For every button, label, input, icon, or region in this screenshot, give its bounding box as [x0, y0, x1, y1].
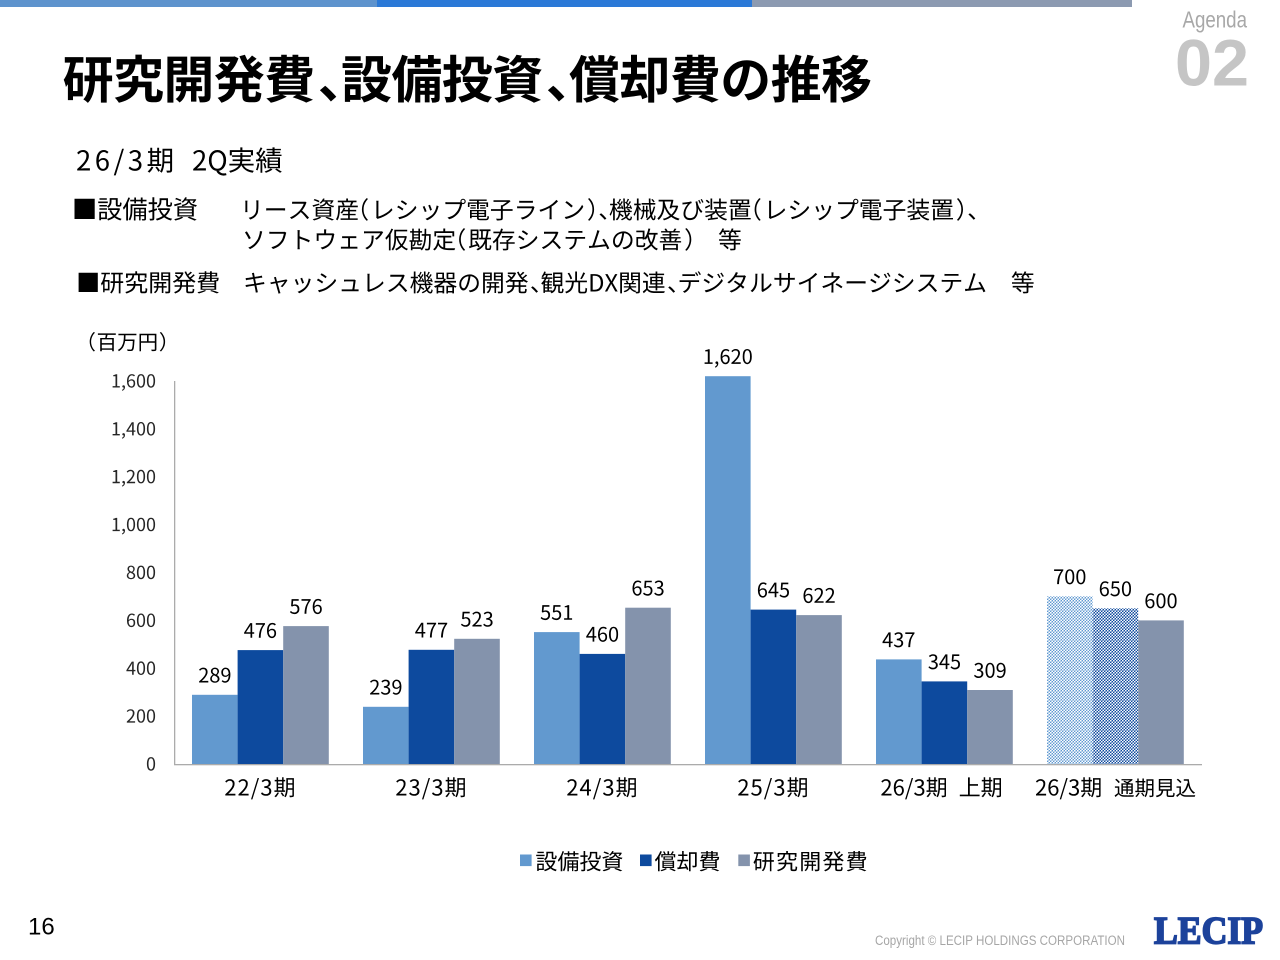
svg-text:LECIP: LECIP: [1154, 909, 1263, 953]
svg-text:02: 02: [1175, 26, 1249, 99]
svg-text:Copyright © LECIP HOLDINGS COR: Copyright © LECIP HOLDINGS CORPORATION: [875, 933, 1125, 948]
svg-text:16: 16: [28, 914, 55, 941]
svg-text:Agenda: Agenda: [1183, 6, 1248, 32]
